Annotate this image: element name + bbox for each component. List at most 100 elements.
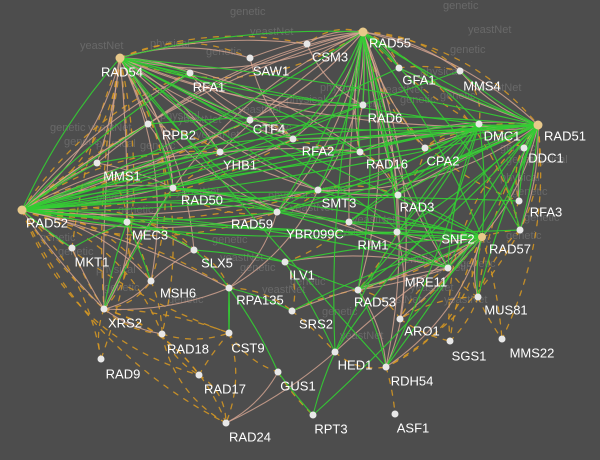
watermark-label: genetic bbox=[168, 294, 204, 306]
node-label-rfa2: RFA2 bbox=[302, 143, 335, 158]
graph-edge bbox=[119, 57, 278, 213]
graph-node-ybr099c[interactable] bbox=[345, 218, 353, 226]
node-label-mkt1: MKT1 bbox=[75, 254, 110, 269]
graph-node-rad9[interactable] bbox=[97, 355, 105, 363]
graph-node-msh6[interactable] bbox=[147, 277, 155, 285]
graph-node-rad57[interactable] bbox=[516, 226, 524, 234]
watermark-label: physical bbox=[528, 154, 568, 166]
graph-edge bbox=[357, 236, 483, 291]
graph-node-mus81[interactable] bbox=[474, 293, 482, 301]
graph-node-xrs2[interactable] bbox=[100, 305, 108, 313]
graph-edge bbox=[21, 151, 221, 211]
node-label-mre11: MRE11 bbox=[405, 274, 447, 289]
graph-edge bbox=[362, 31, 461, 72]
graph-node-sgs1[interactable] bbox=[446, 337, 454, 345]
graph-edge bbox=[21, 70, 461, 211]
graph-node-rad53[interactable] bbox=[354, 286, 362, 294]
graph-node-mms4[interactable] bbox=[456, 67, 464, 75]
graph-node-hed1[interactable] bbox=[331, 348, 339, 356]
graph-edge bbox=[103, 308, 227, 424]
graph-node-rpt3[interactable] bbox=[309, 411, 317, 419]
graph-node-smt3[interactable] bbox=[314, 186, 322, 194]
graph-edge bbox=[292, 31, 364, 140]
graph-edge bbox=[219, 124, 539, 153]
graph-node-cst9[interactable] bbox=[225, 329, 233, 337]
graph-node-cpa2[interactable] bbox=[421, 144, 429, 152]
graph-edge bbox=[249, 119, 539, 132]
graph-edge bbox=[385, 236, 483, 368]
graph-edge bbox=[284, 221, 350, 263]
graph-node-slx5[interactable] bbox=[190, 246, 198, 254]
graph-edge bbox=[362, 31, 539, 126]
graph-node-dmc1[interactable] bbox=[475, 120, 483, 128]
node-label-rad3: RAD3 bbox=[400, 199, 435, 214]
graph-node-rad59[interactable] bbox=[273, 208, 281, 216]
graph-node-aro1[interactable] bbox=[396, 315, 404, 323]
graph-node-rad52[interactable] bbox=[17, 205, 27, 215]
node-label-rad9: RAD9 bbox=[106, 366, 141, 381]
graph-node-rpb2[interactable] bbox=[144, 120, 152, 128]
graph-node-gus1[interactable] bbox=[274, 368, 282, 376]
graph-edge bbox=[228, 287, 293, 312]
graph-edge bbox=[96, 162, 174, 189]
graph-node-rad3[interactable] bbox=[394, 191, 402, 199]
watermark-label: genetic bbox=[506, 154, 542, 166]
graph-node-rad16[interactable] bbox=[356, 148, 364, 156]
graph-node-csm3[interactable] bbox=[303, 40, 311, 48]
graph-node-rad18[interactable] bbox=[158, 330, 166, 338]
node-label-rad52: RAD52 bbox=[26, 215, 68, 230]
graph-edge bbox=[276, 123, 480, 213]
graph-edge bbox=[228, 287, 293, 312]
graph-node-rfa3[interactable] bbox=[515, 197, 523, 205]
graph-edge bbox=[459, 70, 539, 126]
graph-node-rad17[interactable] bbox=[195, 371, 203, 379]
graph-node-rdh54[interactable] bbox=[382, 363, 390, 371]
graph-node-rad54[interactable] bbox=[115, 53, 125, 63]
graph-node-mec3[interactable] bbox=[123, 218, 131, 226]
graph-edge bbox=[21, 209, 483, 238]
graph-node-ctf4[interactable] bbox=[246, 116, 254, 124]
graph-node-ilv1[interactable] bbox=[281, 258, 289, 266]
graph-edge bbox=[119, 31, 364, 69]
graph-node-saw1[interactable] bbox=[246, 54, 254, 62]
graph-node-mkt1[interactable] bbox=[68, 244, 76, 252]
graph-node-rad50[interactable] bbox=[169, 184, 177, 192]
graph-node-snf2[interactable] bbox=[478, 233, 486, 241]
graph-node-mms1[interactable] bbox=[93, 159, 101, 167]
graph-node-asf1[interactable] bbox=[391, 410, 399, 418]
graph-node-rfa2[interactable] bbox=[289, 135, 297, 143]
node-label-gus1: GUS1 bbox=[280, 378, 315, 393]
graph-node-rad6[interactable] bbox=[359, 101, 367, 109]
node-layer[interactable] bbox=[17, 27, 543, 427]
node-label-rad51: RAD51 bbox=[544, 128, 586, 143]
node-label-rad17: RAD17 bbox=[204, 381, 246, 396]
graph-node-rpa135[interactable] bbox=[225, 284, 233, 292]
graph-node-rad55[interactable] bbox=[358, 27, 368, 37]
graph-node-mre11[interactable] bbox=[444, 264, 452, 272]
graph-node-rim1[interactable] bbox=[393, 228, 401, 236]
node-label-mms4: MMS4 bbox=[463, 78, 501, 93]
node-label-rad54: RAD54 bbox=[101, 64, 143, 79]
graph-edge bbox=[478, 123, 485, 238]
node-label-slx5: SLX5 bbox=[201, 255, 233, 270]
graph-node-yhb1[interactable] bbox=[216, 148, 224, 156]
graph-node-rad51[interactable] bbox=[533, 120, 543, 130]
graph-node-ddc1[interactable] bbox=[520, 144, 528, 152]
graph-edge bbox=[398, 65, 461, 72]
graph-node-gfa1[interactable] bbox=[395, 64, 403, 72]
node-label-yhb1: YHB1 bbox=[223, 157, 257, 172]
graph-edge bbox=[317, 124, 539, 191]
graph-node-rfa1[interactable] bbox=[186, 69, 194, 77]
graph-edge bbox=[348, 123, 480, 223]
graph-node-srs2[interactable] bbox=[288, 307, 296, 315]
graph-edge bbox=[449, 296, 479, 342]
graph-edge bbox=[359, 151, 399, 196]
graph-edge bbox=[100, 57, 135, 360]
graph-edge bbox=[119, 30, 364, 59]
graph-edge bbox=[102, 57, 121, 310]
graph-edge bbox=[228, 287, 279, 373]
graph-node-rad24[interactable] bbox=[222, 419, 230, 427]
node-label-msh6: MSH6 bbox=[160, 285, 196, 300]
graph-node-mms22[interactable] bbox=[498, 335, 506, 343]
